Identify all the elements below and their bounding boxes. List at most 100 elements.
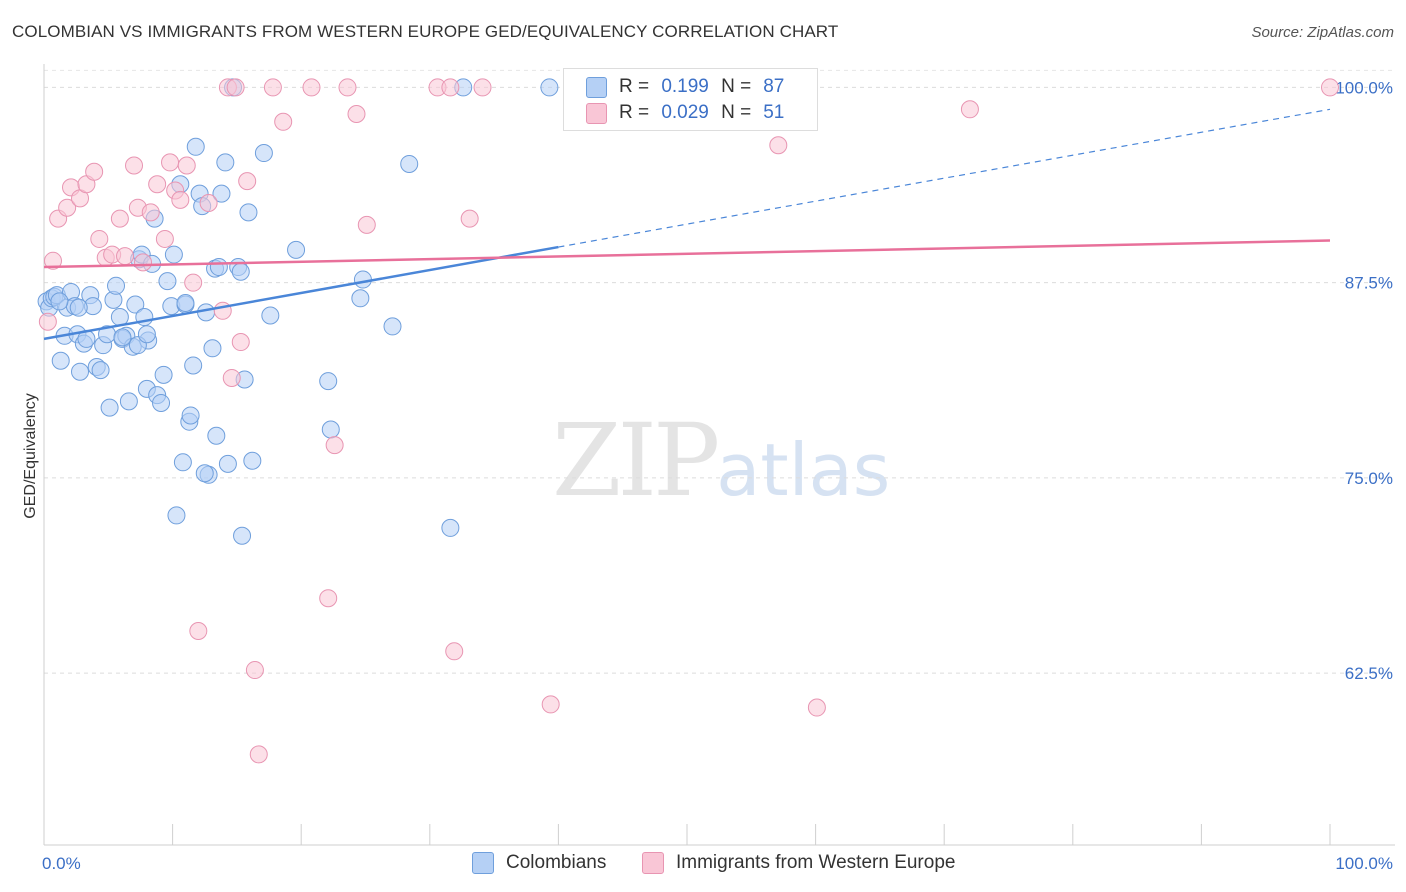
western-europe-trend-line	[43, 239, 1331, 269]
chart-title: COLOMBIAN VS IMMIGRANTS FROM WESTERN EUR…	[12, 22, 839, 41]
colombian-point	[254, 144, 273, 163]
colombian-point	[231, 262, 250, 281]
colombian-point	[218, 454, 237, 473]
western-europe-point	[245, 661, 264, 680]
watermark: ZIPatlas	[552, 402, 890, 519]
colombian-point	[164, 245, 183, 264]
bottom-legend-western-europe: Immigrants from Western Europe	[642, 852, 955, 874]
colombian-point	[400, 154, 419, 173]
y-tick-label: 75.0%	[1345, 469, 1393, 488]
colombian-point	[107, 276, 126, 295]
western-europe-point	[357, 215, 376, 234]
legend-swatch-blue	[586, 76, 607, 98]
western-europe-point	[473, 78, 492, 97]
western-europe-point	[302, 78, 321, 97]
western-europe-point	[184, 273, 203, 292]
colombian-point	[319, 372, 338, 391]
colombian-point	[351, 289, 370, 308]
western-europe-point	[541, 695, 560, 714]
colombian-point	[239, 203, 258, 222]
colombian-point	[209, 258, 228, 277]
western-europe-point	[38, 312, 57, 331]
western-europe-point	[58, 198, 77, 217]
y-tick-label: 100.0%	[1335, 78, 1393, 97]
colombian-point	[181, 406, 200, 425]
western-europe-point	[347, 104, 366, 123]
western-europe-point	[189, 622, 208, 641]
bottom-legend-swatch-blue	[472, 852, 494, 874]
western-europe-point	[249, 745, 268, 764]
legend-swatch-pink	[586, 102, 607, 124]
western-europe-point	[238, 172, 257, 191]
western-europe-point	[44, 251, 63, 270]
x-tick-label-min: 0.0%	[42, 854, 81, 873]
western-europe-point	[85, 162, 104, 181]
western-europe-point	[155, 229, 174, 248]
colombian-point	[137, 325, 156, 344]
bottom-legend-label-pink: Immigrants from Western Europe	[676, 852, 956, 873]
colombian-point	[353, 270, 372, 289]
colombian-trend-line-extension	[558, 108, 1331, 248]
western-europe-point	[441, 78, 460, 97]
legend-n-label: N =	[721, 76, 752, 97]
western-europe-point	[222, 368, 241, 387]
bottom-legend-colombians: Colombians	[472, 852, 606, 874]
western-europe-point	[148, 175, 167, 194]
western-europe-point	[161, 153, 180, 172]
western-europe-point	[274, 112, 293, 131]
colombian-point	[110, 308, 129, 327]
colombian-point	[158, 272, 177, 291]
colombian-point	[152, 393, 171, 412]
colombian-point	[287, 240, 306, 259]
western-europe-point	[199, 194, 218, 213]
legend-n-label: N =	[721, 102, 752, 123]
colombian-point	[126, 295, 145, 314]
legend-n-value-blue: 87	[763, 76, 785, 97]
legend-r-label: R =	[619, 76, 650, 97]
western-europe-point	[134, 253, 153, 272]
colombian-point	[321, 420, 340, 439]
colombian-point	[113, 328, 132, 347]
legend-row-colombians: R = 0.199 N = 87	[586, 75, 784, 99]
western-europe-point	[460, 209, 479, 228]
western-europe-point	[90, 229, 109, 248]
colombian-point	[540, 78, 559, 97]
western-europe-point	[125, 156, 144, 175]
colombian-point	[207, 426, 226, 445]
western-europe-point	[141, 203, 160, 222]
colombian-point	[100, 398, 119, 417]
western-europe-point	[177, 156, 196, 175]
legend-n-value-pink: 51	[763, 102, 785, 123]
colombian-point	[441, 518, 460, 537]
western-europe-point	[226, 78, 245, 97]
western-europe-point	[325, 436, 344, 455]
western-europe-point	[319, 589, 338, 608]
western-europe-point	[263, 78, 282, 97]
colombian-point	[176, 293, 195, 312]
legend-r-value-pink: 0.029	[661, 102, 709, 123]
colombian-point	[119, 392, 138, 411]
colombian-point	[173, 453, 192, 472]
watermark-zip: ZIP	[552, 402, 720, 519]
legend-r-label: R =	[619, 102, 650, 123]
colombian-point	[197, 303, 216, 322]
colombian-trend-line	[43, 245, 559, 341]
colombian-point	[203, 339, 222, 358]
colombian-point	[154, 365, 173, 384]
western-europe-point	[110, 209, 129, 228]
western-europe-point	[807, 698, 826, 717]
legend-r-value-blue: 0.199	[661, 76, 709, 97]
western-europe-point	[171, 190, 190, 209]
colombian-point	[216, 153, 235, 172]
legend-row-western-europe: R = 0.029 N = 51	[586, 101, 784, 125]
colombian-point	[184, 356, 203, 375]
western-europe-point	[116, 247, 135, 266]
colombian-point	[91, 361, 110, 380]
source-label: Source: ZipAtlas.com	[1251, 24, 1394, 41]
colombian-point	[50, 292, 69, 311]
colombian-point	[195, 464, 214, 483]
western-europe-point	[1321, 78, 1339, 97]
western-europe-point	[231, 333, 250, 352]
western-europe-point	[445, 642, 464, 661]
